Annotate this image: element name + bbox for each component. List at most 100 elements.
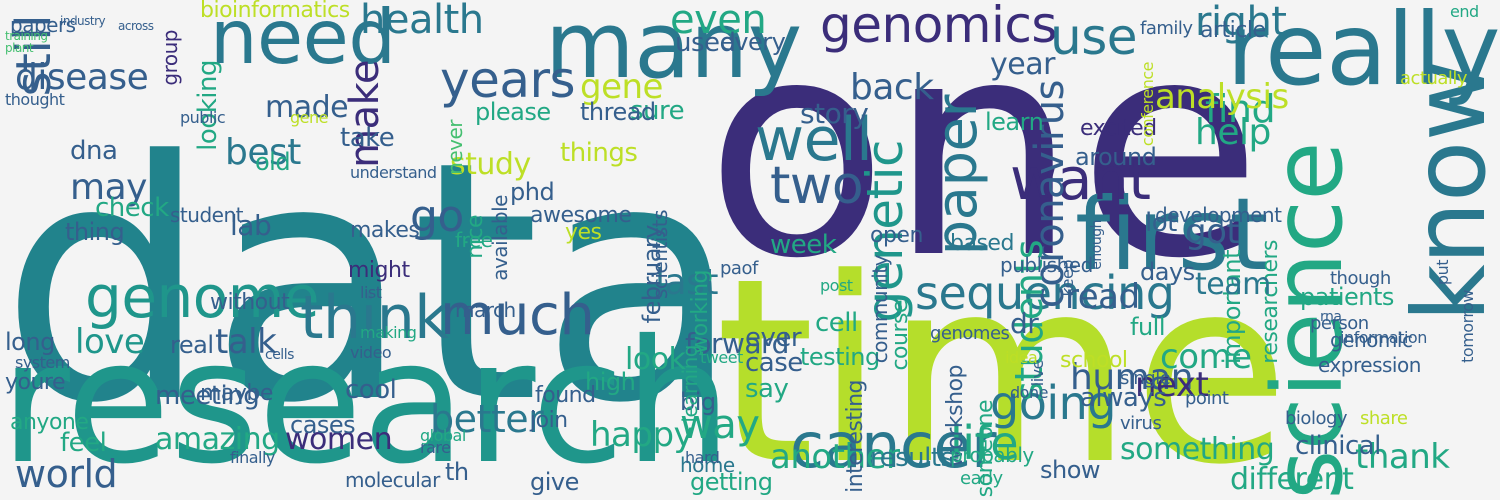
word-early: early bbox=[960, 468, 1003, 489]
word-understand: understand bbox=[350, 163, 437, 182]
word-many: many bbox=[545, 0, 802, 99]
word-maybe: maybe bbox=[200, 381, 273, 406]
word-talk: talk bbox=[215, 322, 277, 362]
word-research: research bbox=[0, 304, 732, 500]
word-year: year bbox=[990, 47, 1055, 82]
word-person: person bbox=[1310, 313, 1369, 334]
word-one: one bbox=[705, 0, 1262, 324]
word-every: every bbox=[720, 28, 786, 56]
word-phd: phd bbox=[510, 178, 555, 206]
word-another: another bbox=[770, 437, 900, 477]
word-probably: probably bbox=[950, 443, 1034, 467]
word-made: made bbox=[265, 90, 349, 125]
word-human: human bbox=[1070, 357, 1194, 398]
word-case: case bbox=[745, 348, 803, 378]
word-take: take bbox=[340, 123, 395, 153]
word-better: better bbox=[430, 397, 544, 441]
word-gene: gene bbox=[580, 67, 663, 107]
word-last: last bbox=[655, 262, 718, 303]
word-youre: youre bbox=[5, 370, 66, 395]
word-across: across bbox=[118, 19, 154, 33]
word-open: open bbox=[870, 223, 923, 248]
word-course: course bbox=[888, 300, 913, 371]
word-article: article bbox=[1200, 18, 1266, 43]
word-family: family bbox=[1140, 18, 1193, 39]
word-genomes: genomes bbox=[930, 323, 1010, 344]
word-best: best bbox=[225, 132, 301, 173]
word-point: point bbox=[1185, 388, 1229, 409]
word-though: though bbox=[1330, 268, 1391, 289]
word-without: without bbox=[210, 290, 290, 315]
word-working: working bbox=[688, 270, 713, 354]
word-right: right bbox=[1195, 0, 1287, 45]
word-video: video bbox=[350, 343, 392, 362]
word-analysis: analysis bbox=[1155, 77, 1289, 117]
word-study: study bbox=[450, 147, 531, 182]
word-real: real bbox=[170, 331, 214, 359]
word-gene: gene bbox=[290, 108, 328, 127]
word-available: available bbox=[488, 195, 512, 281]
word-check: check bbox=[95, 193, 169, 223]
word-th: th bbox=[445, 458, 469, 486]
word-global: global bbox=[420, 426, 466, 445]
word-enough: enough bbox=[1089, 220, 1105, 270]
word-share: share bbox=[1360, 408, 1408, 429]
word-patients: patients bbox=[1300, 283, 1394, 311]
word-end: end bbox=[1450, 2, 1479, 21]
word-cool: cool bbox=[345, 375, 397, 405]
word-results: results bbox=[870, 443, 954, 473]
word-help: help bbox=[1195, 112, 1271, 153]
word-forward: forward bbox=[685, 327, 789, 360]
word-student: student bbox=[170, 203, 243, 227]
word-well: well bbox=[755, 105, 873, 175]
word-disease: disease bbox=[15, 57, 149, 98]
word-full: full bbox=[1130, 313, 1166, 341]
word-single: single bbox=[1120, 368, 1171, 389]
word-cases: cases bbox=[290, 411, 356, 439]
word-back: back bbox=[850, 67, 934, 108]
word-high: high bbox=[585, 368, 636, 396]
word-need: need bbox=[210, 0, 396, 81]
word-got: got bbox=[1185, 212, 1240, 252]
word-awesome: awesome bbox=[530, 203, 632, 228]
word-interesting: interesting bbox=[843, 380, 868, 493]
word-think: think bbox=[300, 283, 449, 353]
word-biology: biology bbox=[1285, 408, 1348, 429]
word-different: different bbox=[1230, 462, 1354, 497]
word-always: always bbox=[1080, 383, 1167, 413]
word-next: next bbox=[1135, 365, 1209, 405]
word-tomorrow: tomorrow bbox=[1458, 290, 1477, 363]
word-industry: industry bbox=[60, 14, 106, 28]
word-women: women bbox=[285, 422, 393, 457]
word-bioinformatics: bioinformatics bbox=[200, 0, 350, 23]
word-march: march bbox=[455, 298, 516, 322]
word-training: training bbox=[5, 29, 48, 43]
word-two: two bbox=[770, 156, 864, 216]
word-show: show bbox=[1040, 456, 1101, 484]
word-thought: thought bbox=[5, 90, 65, 109]
word-makes: makes bbox=[350, 218, 420, 243]
word-love: love bbox=[75, 322, 145, 362]
word-look: look bbox=[625, 342, 686, 377]
word-week: week bbox=[770, 230, 837, 260]
word-world: world bbox=[15, 452, 118, 496]
word-want: want bbox=[1010, 145, 1151, 213]
word-health: health bbox=[360, 0, 484, 43]
word-excited: excited bbox=[1080, 116, 1157, 141]
word-post: post bbox=[820, 276, 853, 295]
word-keep: keep bbox=[1058, 260, 1077, 297]
word-give: give bbox=[530, 468, 579, 496]
word-conference: conference bbox=[1138, 62, 1157, 147]
word-done: done bbox=[1010, 383, 1048, 402]
word-sequencing: sequencing bbox=[915, 266, 1175, 320]
word-really: really bbox=[1226, 0, 1500, 108]
word-school: school bbox=[1060, 348, 1128, 373]
word-feel: feel bbox=[60, 428, 107, 458]
word-rna: rna bbox=[1320, 309, 1342, 325]
word-cell: cell bbox=[815, 308, 858, 338]
word-expression: expression bbox=[1318, 353, 1421, 377]
word-please: please bbox=[475, 98, 551, 126]
word-found: found bbox=[535, 383, 596, 408]
word-dna: dna bbox=[70, 136, 118, 166]
